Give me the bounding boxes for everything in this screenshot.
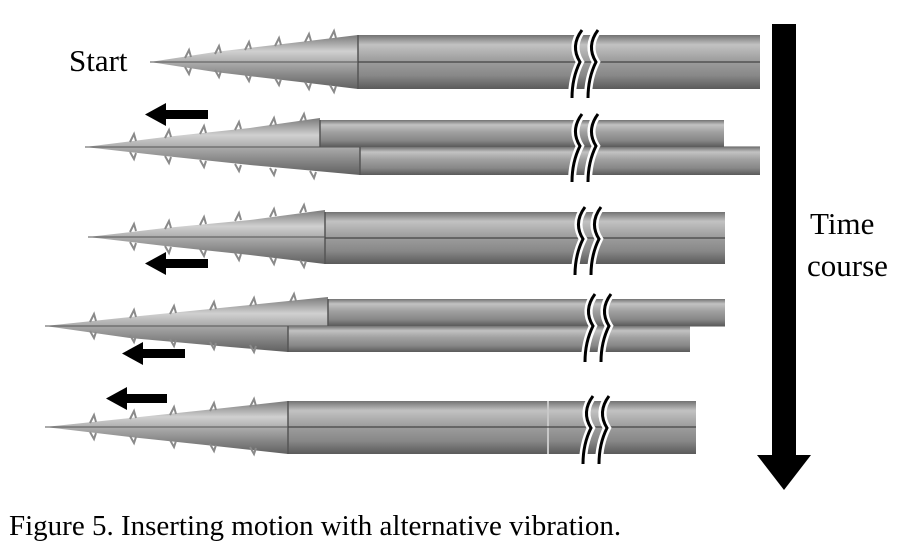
- break-mark: [568, 111, 602, 183]
- break-mark: [568, 27, 602, 99]
- needle-frame-1: [150, 27, 760, 99]
- needle-frame-5: [45, 387, 696, 465]
- needle-frame-4: [45, 291, 725, 365]
- start-label: Start: [69, 43, 128, 78]
- needle-tip: [150, 28, 358, 95]
- needle-shaft-upper: [328, 299, 725, 326]
- figure-caption: Figure 5. Inserting motion with alternat…: [9, 510, 621, 542]
- frame-arrow: [122, 342, 185, 365]
- time-course-arrow: down-arrow-icon: [757, 24, 811, 490]
- frame-arrow: left-arrow-icon: [145, 103, 208, 126]
- needle-frame-3: [88, 202, 725, 276]
- needle-tip: [88, 202, 325, 270]
- break-mark: [581, 291, 615, 363]
- needle-shaft-lower: [288, 326, 690, 352]
- needle-shaft-upper: [320, 120, 724, 147]
- break-mark: [571, 204, 605, 276]
- needle-tip: [45, 396, 288, 457]
- needle-shaft-lower: [360, 147, 760, 175]
- needle-tip: [85, 111, 760, 181]
- frame-arrow: [106, 387, 167, 410]
- break-mark: [579, 393, 613, 465]
- frame-arrow: [145, 252, 208, 275]
- needle-frame-2: left-arrow-icon: [85, 103, 760, 183]
- time-label-line2: course: [807, 248, 888, 283]
- time-label-line1: Time: [810, 206, 874, 241]
